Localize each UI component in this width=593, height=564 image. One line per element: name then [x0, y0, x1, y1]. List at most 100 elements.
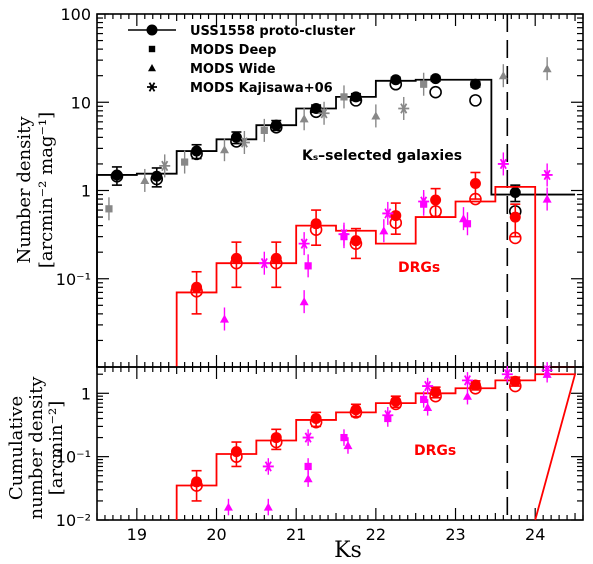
- bottom-mods-triangle-marker: [343, 440, 353, 450]
- bottom-filled-circle-drg: [191, 476, 203, 488]
- top-open-circle-drg: [508, 231, 522, 245]
- top-mods-square-marker: [181, 158, 189, 166]
- top-mods-square-marker: [105, 205, 113, 213]
- x-tick-label: 19: [127, 525, 147, 544]
- top-mods-square-marker: [304, 262, 312, 270]
- top-y-tick-label: 100: [60, 5, 91, 24]
- top-y-tick-label: 10⁻¹: [56, 270, 91, 289]
- top-filled-circle-all: [350, 91, 362, 103]
- top-open-circle-drg: [230, 256, 243, 270]
- top-mods-triangle-marker: [219, 314, 229, 323]
- top-open-circle-drg: [309, 223, 323, 236]
- top-mods-triangle-marker: [299, 114, 309, 123]
- bottom-open-circle-drg: [389, 397, 403, 411]
- legend-label: MODS Kajisawa+06: [190, 81, 333, 96]
- bottom-mods-triangle-marker: [423, 402, 433, 411]
- top-mods-triangle-marker: [219, 145, 229, 154]
- bottom-open-circle-drg: [429, 389, 442, 403]
- bottom-filled-circle-drg: [310, 413, 322, 425]
- top-filled-circle-drg: [469, 178, 481, 190]
- bottom-filled-circle-drg: [430, 386, 442, 398]
- legend-circle-marker: [146, 24, 158, 36]
- top-open-circle-drg: [190, 285, 203, 298]
- bottom-mods-star-marker: [382, 410, 394, 421]
- top-y-tick-label: 10: [71, 93, 91, 112]
- x-tick-label: 24: [525, 525, 545, 544]
- bottom-mods-triangle-marker: [303, 474, 313, 483]
- legend-label: MODS Deep: [190, 43, 276, 58]
- top-mods-triangle-marker: [458, 214, 468, 223]
- top-mods-star-marker: [382, 208, 394, 219]
- bottom-drg-label: DRGs: [414, 443, 456, 459]
- top-open-circle-all: [190, 147, 203, 161]
- top-filled-circle-drg: [191, 281, 203, 293]
- bottom-y-tick-label: 10⁻²: [56, 511, 91, 530]
- top-open-circle-all: [389, 77, 403, 91]
- top-open-circle-all: [349, 94, 363, 107]
- bottom-mods-star-marker: [541, 365, 553, 376]
- top-open-circle-all: [110, 169, 124, 183]
- legend-label: MODS Wide: [190, 62, 276, 77]
- axis-labels: Number density [arcmin⁻² mag⁻¹] Cumulati…: [6, 112, 362, 563]
- x-tick-label: 21: [286, 525, 306, 544]
- top-filled-circle-all: [230, 131, 242, 143]
- top-filled-circle-all: [430, 73, 442, 85]
- top-mods-star-marker: [238, 137, 250, 148]
- bottom-y-tick-label: 10⁻¹: [56, 448, 91, 467]
- x-tick-label: 23: [445, 525, 465, 544]
- bottom-mods-triangle-marker: [263, 502, 273, 511]
- top-drg-label: DRGs: [398, 260, 440, 276]
- bottom-mods-triangle-marker: [462, 391, 472, 400]
- x-tick-label: 20: [206, 525, 226, 544]
- top-panel: 10⁻¹ 1 10 100 Kₛ–selected galaxies DRGs USS155…: [56, 5, 584, 368]
- legend-triangle-marker: [148, 64, 156, 72]
- top-open-circle-all: [309, 105, 323, 119]
- bottom-mods-square-marker: [304, 462, 312, 471]
- top-open-circle-all: [269, 121, 283, 134]
- top-mods-square-marker: [463, 220, 472, 228]
- top-mods-star-marker: [258, 257, 270, 269]
- top-mods-star-marker: [497, 158, 509, 170]
- bottom-panel: 19 20 21 22 23 24 10⁻² 10⁻¹ 1 DRGs: [56, 362, 584, 544]
- top-open-circle-drg: [349, 237, 363, 250]
- top-step-all: [96, 78, 576, 367]
- bottom-filled-circle-drg: [350, 404, 362, 416]
- top-mods-square-marker: [260, 126, 268, 134]
- top-mods-star-marker: [541, 169, 553, 181]
- top-filled-circle-all: [390, 74, 402, 86]
- ks-selected-label: Kₛ–selected galaxies: [302, 148, 462, 164]
- bottom-mods-triangle-marker: [223, 502, 233, 511]
- top-mods-star-marker: [338, 228, 350, 240]
- bottom-mods-star-marker: [302, 432, 314, 443]
- top-filled-circle-all: [469, 78, 481, 90]
- top-mods-triangle-marker: [140, 175, 150, 185]
- top-filled-circle-all: [509, 186, 521, 198]
- top-open-circle-drg: [389, 216, 403, 230]
- top-mods-star-marker: [398, 103, 410, 114]
- top-mods-star-marker: [318, 108, 330, 119]
- bottom-open-circle-drg: [309, 415, 323, 429]
- bottom-y-tick-label: 1: [81, 384, 91, 403]
- bottom-open-circle-drg: [230, 450, 243, 463]
- top-y-tick-label: 1: [81, 182, 91, 201]
- top-mods-triangle-marker: [299, 297, 309, 306]
- bottom-mods-star-marker: [422, 380, 434, 392]
- legend-square-marker: [148, 45, 156, 53]
- top-frame: [96, 13, 584, 368]
- bottom-mods-star-marker: [262, 461, 274, 472]
- bottom-mods-square-marker: [340, 433, 348, 442]
- top-mods-square-marker: [340, 93, 348, 101]
- top-mods-square-marker: [420, 80, 428, 88]
- x-axis-label: Ks: [334, 538, 362, 563]
- top-mods-triangle-marker: [371, 111, 381, 120]
- bottom-frame: [96, 366, 584, 521]
- legend-label: USS1558 proto-cluster: [190, 24, 356, 39]
- bottom-mods-square-marker: [420, 395, 428, 404]
- top-filled-circle-drg: [350, 235, 362, 247]
- top-mods-triangle-marker: [379, 226, 389, 235]
- bottom-ylabel-line2: number density: [26, 376, 47, 520]
- bottom-filled-circle-drg: [469, 379, 481, 391]
- top-mods-triangle-marker: [498, 71, 508, 80]
- top-open-circle-all: [150, 172, 164, 186]
- top-open-circle-all: [429, 85, 442, 99]
